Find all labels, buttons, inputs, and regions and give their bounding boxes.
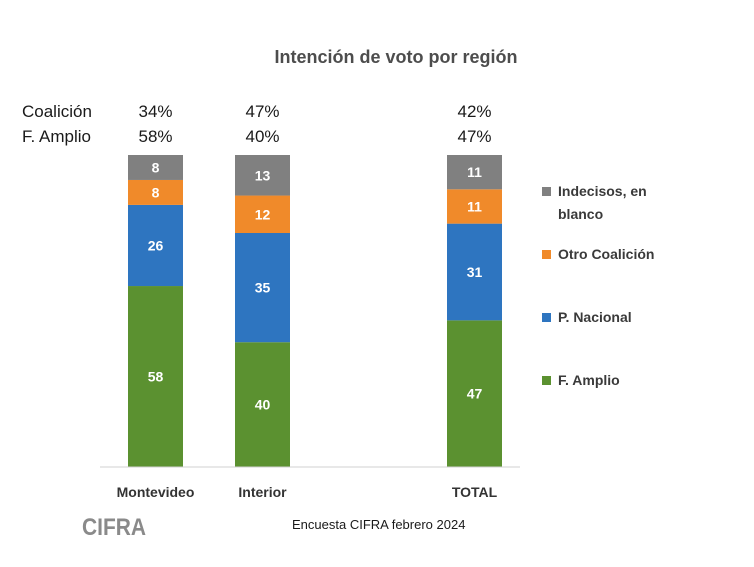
summary-table: Coalición 34% 47% 42% F. Amplio 58% 40% 47% <box>22 102 492 146</box>
legend-label-otro-coalici-n: Otro Coalición <box>558 246 654 262</box>
summary-value-f-amplio-montevideo: 58% <box>138 127 172 146</box>
bar-segment-p-nacional-montevideo <box>128 204 183 287</box>
category-label-montevideo: Montevideo <box>117 484 195 500</box>
legend-label-p-nacional: P. Nacional <box>558 309 632 325</box>
data-label-indecisos-en-blanco-interior: 13 <box>255 167 271 183</box>
summary-value-coalici-n-interior: 47% <box>245 102 279 121</box>
data-label-p-nacional-montevideo: 26 <box>148 237 164 253</box>
data-label-f-amplio-total: 47 <box>467 386 483 402</box>
chart-title: Intención de voto por región <box>275 47 518 67</box>
bar-segment-indecisos-en-blanco-total <box>447 155 502 190</box>
bars: 58 26 8 8 40 35 12 13 47 31 11 11 <box>128 155 502 467</box>
cifra-logo: CIFRA <box>82 514 146 541</box>
bar-segment-f-amplio-total <box>447 320 502 467</box>
legend-swatch-otro-coalici-n <box>542 250 551 259</box>
data-label-p-nacional-total: 31 <box>467 264 483 280</box>
data-label-otro-coalici-n-total: 11 <box>467 198 482 214</box>
data-label-f-amplio-montevideo: 58 <box>148 369 164 385</box>
data-label-otro-coalici-n-montevideo: 8 <box>152 184 160 200</box>
legend-swatch-indecisos-en-blanco <box>542 187 551 196</box>
summary-value-f-amplio-interior: 40% <box>245 127 279 146</box>
summary-value-coalici-n-montevideo: 34% <box>138 102 172 121</box>
bar-segment-f-amplio-montevideo <box>128 286 183 467</box>
bar-segment-indecisos-en-blanco-interior <box>235 155 290 196</box>
data-label-indecisos-en-blanco-total: 11 <box>467 164 482 180</box>
bar-segment-indecisos-en-blanco-montevideo <box>128 155 183 180</box>
summary-value-coalici-n-total: 42% <box>457 102 491 121</box>
category-label-interior: Interior <box>238 484 287 500</box>
source-note: Encuesta CIFRA febrero 2024 <box>292 517 465 532</box>
category-labels: Montevideo Interior TOTAL <box>117 484 498 500</box>
bar-segment-otro-coalici-n-total <box>447 189 502 224</box>
bar-segment-p-nacional-interior <box>235 233 290 343</box>
summary-label-f-amplio: F. Amplio <box>22 127 91 146</box>
bar-segment-otro-coalici-n-interior <box>235 195 290 233</box>
logo-text: CIFRA <box>82 514 146 541</box>
legend-label-f-amplio: F. Amplio <box>558 372 620 388</box>
summary-value-f-amplio-total: 47% <box>457 127 491 146</box>
data-label-p-nacional-interior: 35 <box>255 280 271 296</box>
bar-segment-p-nacional-total <box>447 223 502 321</box>
legend: Indecisos, en blanco Otro Coalición P. Naci… <box>542 183 654 388</box>
legend-swatch-f-amplio <box>542 376 551 385</box>
summary-label-coalici-n: Coalición <box>22 102 92 121</box>
data-label-otro-coalici-n-interior: 12 <box>255 206 271 222</box>
legend-label-indecisos-en-blanco: Indecisos, en blanco <box>558 183 647 222</box>
legend-swatch-p-nacional <box>542 313 551 322</box>
bar-segment-f-amplio-interior <box>235 342 290 467</box>
data-label-f-amplio-interior: 40 <box>255 397 271 413</box>
data-label-indecisos-en-blanco-montevideo: 8 <box>152 159 160 175</box>
category-label-total: TOTAL <box>452 484 498 500</box>
bar-segment-otro-coalici-n-montevideo <box>128 179 183 205</box>
